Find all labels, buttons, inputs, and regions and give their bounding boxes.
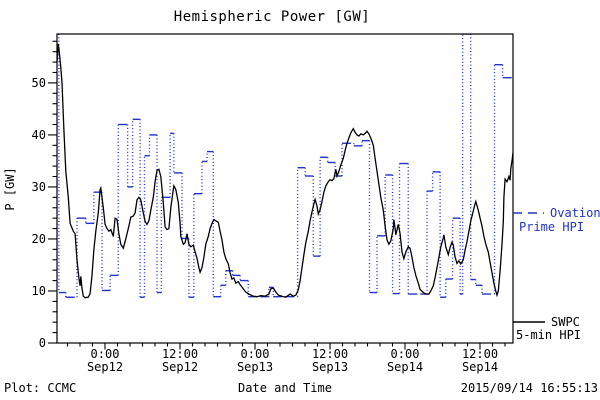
y-tick-labels: 0 10 20 30 40 50 <box>32 76 46 350</box>
legend: Ovation Prime HPI SWPC 5-min HPI <box>513 206 600 342</box>
legend-ovation-label-line1: Ovation <box>550 206 600 220</box>
swpc-hpi-line <box>57 43 513 299</box>
legend-swpc-label-line2: 5-min HPI <box>516 328 581 342</box>
y-tick-label: 20 <box>32 232 46 246</box>
x-tick-date-label: Sep12 <box>162 360 198 374</box>
y-tick-label: 0 <box>39 336 46 350</box>
x-tick-time-label: 0:00 <box>91 347 120 361</box>
series-layer <box>57 34 513 299</box>
legend-ovation-label-line2: Prime HPI <box>519 220 584 234</box>
chart-title: Hemispheric Power [GW] <box>174 9 370 25</box>
x-tick-time-label: 12:00 <box>162 347 198 361</box>
axis-ticks <box>48 40 506 350</box>
x-tick-time-label: 12:00 <box>312 347 348 361</box>
y-axis-title: P [GW] <box>3 167 17 210</box>
footer-credit: Plot: CCMC <box>4 381 76 395</box>
x-tick-time-label: 0:00 <box>241 347 270 361</box>
x-tick-date-label: Sep13 <box>237 360 273 374</box>
x-tick-time-label: 0:00 <box>391 347 420 361</box>
x-tick-time-label: 12:00 <box>462 347 498 361</box>
x-tick-date-label: Sep12 <box>87 360 123 374</box>
x-tick-date-label: Sep13 <box>312 360 348 374</box>
y-tick-label: 10 <box>32 284 46 298</box>
x-tick-labels: 0:00Sep1212:00Sep120:00Sep1312:00Sep130:… <box>87 347 498 374</box>
legend-swpc-label-line1: SWPC <box>551 315 580 329</box>
x-tick-date-label: Sep14 <box>462 360 498 374</box>
y-tick-label: 50 <box>32 76 46 90</box>
y-tick-label: 30 <box>32 180 46 194</box>
footer-timestamp: 2015/09/14 16:55:13 <box>461 381 598 395</box>
plot-border <box>56 33 514 344</box>
x-tick-date-label: Sep14 <box>387 360 423 374</box>
y-tick-label: 40 <box>32 128 46 142</box>
x-axis-title: Date and Time <box>238 381 332 395</box>
